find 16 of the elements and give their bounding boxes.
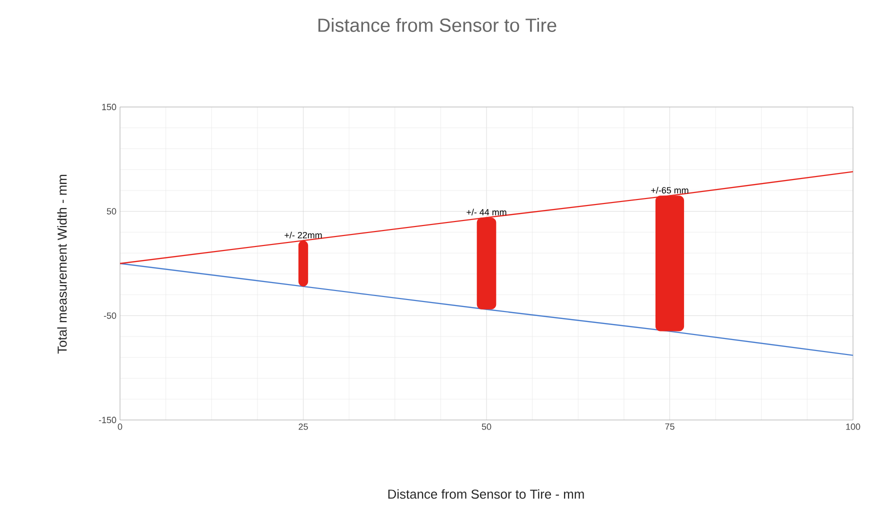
- chart-title: Distance from Sensor to Tire: [318, 18, 556, 32]
- y-tick-label: -150: [98, 416, 116, 424]
- annotation: +/-65 mm: [651, 186, 688, 194]
- annotation: +/- 44 mm: [466, 208, 506, 216]
- y-tick-label: -50: [104, 312, 116, 319]
- x-tick-label: 75: [665, 424, 674, 430]
- x-tick-label: 0: [118, 424, 122, 430]
- line-series: [120, 262, 854, 356]
- x-tick-label: 25: [298, 424, 308, 430]
- y-tick-label: 50: [106, 208, 116, 214]
- y-tick-label: 150: [102, 104, 116, 110]
- x-tick-label: 100: [846, 424, 860, 430]
- annotation: +/- 22mm: [284, 232, 322, 238]
- x-tick-label: 50: [482, 424, 492, 430]
- x-axis-title: Distance from Sensor to Tire - mm: [388, 489, 584, 499]
- y-axis-title: Total measurement Width - mm: [57, 174, 67, 354]
